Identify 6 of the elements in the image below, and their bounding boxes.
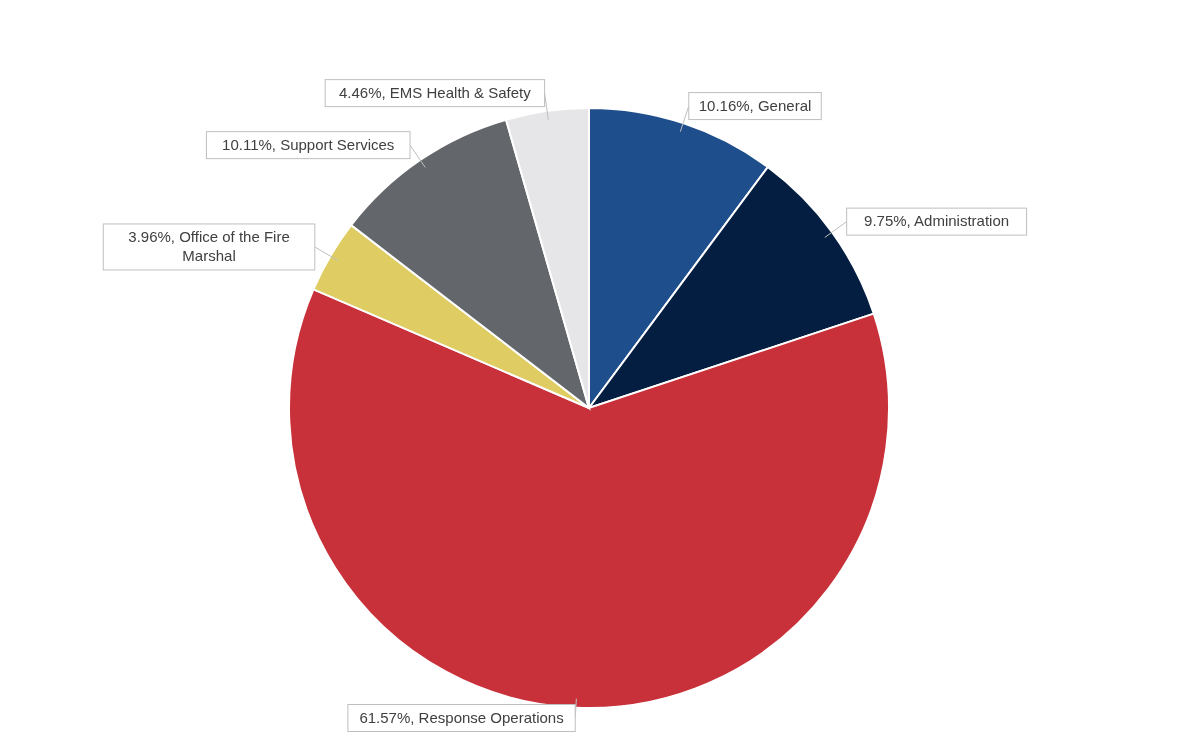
slice-label: 3.96%, Office of the Fire Marshal [128, 228, 290, 265]
slice-label: 61.57%, Response Operations [359, 708, 564, 726]
slice-label: 10.11%, Support Services [222, 135, 395, 153]
slice-label: 4.46%, EMS Health & Safety [339, 83, 532, 101]
slice-label: 9.75%, Administration [864, 212, 1010, 230]
slice-label: 10.16%, General [698, 96, 812, 114]
